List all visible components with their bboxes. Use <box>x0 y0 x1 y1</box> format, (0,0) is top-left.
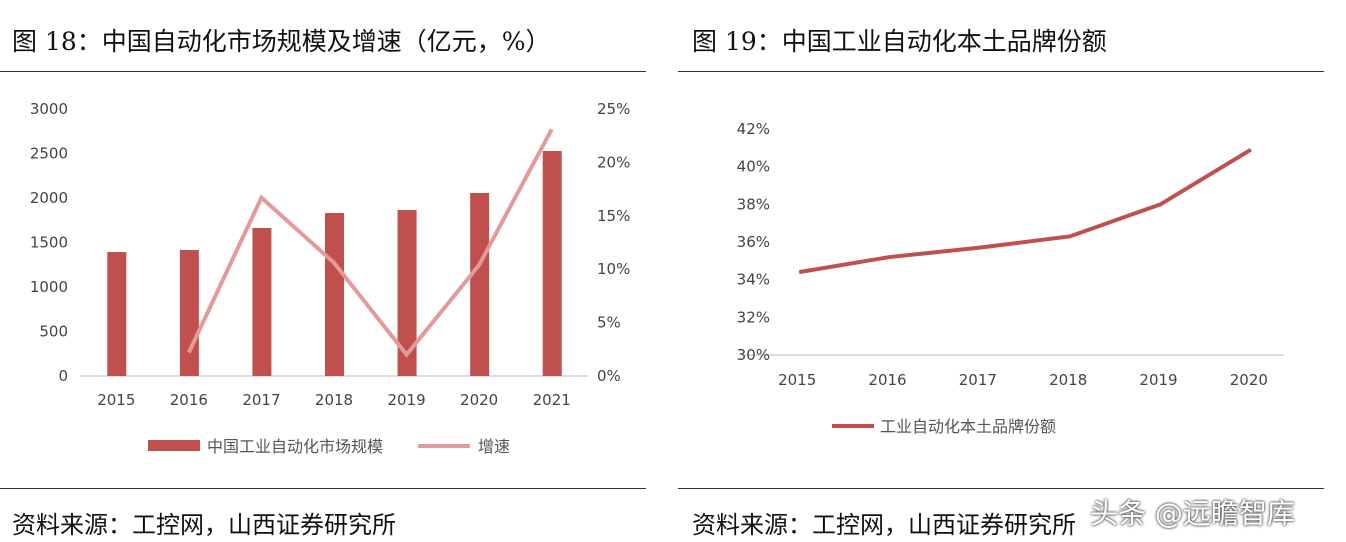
chart2-title: 图 19：中国工业自动化本土品牌份额 <box>692 27 1107 56</box>
y-tick-label: 500 <box>39 323 68 341</box>
chart1-title: 图 18：中国自动化市场规模及增速（亿元，%） <box>12 27 551 56</box>
y2-tick-label: 20% <box>597 153 630 171</box>
divider <box>0 71 646 72</box>
y-tick-label: 0 <box>58 367 68 385</box>
x-tick-label: 2018 <box>315 391 353 409</box>
divider <box>678 488 1324 489</box>
y-tick-label: 30% <box>737 346 770 364</box>
y-tick-label: 1000 <box>30 278 68 296</box>
x-tick-label: 2020 <box>460 391 498 409</box>
x-tick-label: 2019 <box>387 391 425 409</box>
legend-line-label: 工业自动化本土品牌份额 <box>880 417 1056 436</box>
divider <box>0 488 646 489</box>
x-tick-label: 2016 <box>868 371 906 389</box>
x-tick-label: 2015 <box>778 371 816 389</box>
y-tick-label: 42% <box>737 120 770 138</box>
bar <box>325 213 344 376</box>
x-tick-label: 2015 <box>97 391 135 409</box>
share-line <box>798 148 1252 275</box>
legend-line-label: 增速 <box>478 437 510 456</box>
divider <box>678 71 1324 72</box>
y2-tick-label: 15% <box>597 207 630 225</box>
y2-tick-label: 5% <box>597 314 621 332</box>
x-tick-label: 2021 <box>533 391 571 409</box>
bar <box>542 151 562 376</box>
y2-tick-label: 10% <box>597 260 630 278</box>
x-tick-label: 2020 <box>1230 371 1268 389</box>
y-tick-label: 38% <box>737 195 770 213</box>
y2-tick-label: 25% <box>597 100 630 118</box>
x-tick-label: 2017 <box>242 391 280 409</box>
growth-line <box>187 128 554 358</box>
y-tick-label: 1500 <box>30 234 68 252</box>
bar <box>397 210 417 376</box>
x-tick-label: 2017 <box>959 371 997 389</box>
y-tick-label: 2500 <box>30 145 68 163</box>
y-tick-label: 34% <box>737 271 770 289</box>
y-tick-label: 32% <box>737 308 770 326</box>
x-tick-label: 2016 <box>170 391 208 409</box>
legend-bar-swatch <box>148 440 200 451</box>
legend-bar-label: 中国工业自动化市场规模 <box>207 437 383 456</box>
bar <box>252 227 272 376</box>
y2-tick-label: 0% <box>597 367 621 385</box>
y-tick-label: 36% <box>737 233 770 251</box>
chart1-source: 资料来源：工控网，山西证券研究所 <box>12 511 396 539</box>
watermark: 头条 @远瞻智库 <box>1090 497 1295 530</box>
bar <box>107 252 127 376</box>
bar <box>470 193 490 376</box>
y-tick-label: 3000 <box>30 100 68 118</box>
y-tick-label: 40% <box>737 158 770 176</box>
y-tick-label: 2000 <box>30 189 68 207</box>
x-tick-label: 2018 <box>1049 371 1087 389</box>
bar <box>179 249 199 376</box>
x-tick-label: 2019 <box>1139 371 1177 389</box>
chart2-source: 资料来源：工控网，山西证券研究所 <box>692 511 1076 539</box>
